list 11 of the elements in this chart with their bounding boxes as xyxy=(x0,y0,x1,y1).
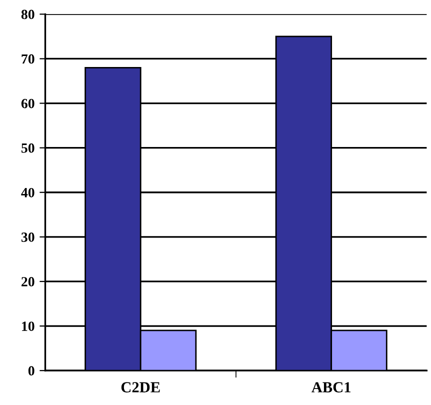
y-tick-label: 0 xyxy=(28,366,34,376)
y-tick-label: 80 xyxy=(21,10,34,20)
x-tick-label: ABC1 xyxy=(312,382,350,392)
y-tick-label: 50 xyxy=(22,143,34,153)
y-tick-label: 70 xyxy=(22,54,34,64)
y-tick-label: 20 xyxy=(22,277,34,286)
y-tick-label: 40 xyxy=(21,188,34,198)
y-tick-label: 30 xyxy=(21,232,34,242)
y-tick-label: 60 xyxy=(21,98,34,108)
x-tick-label: C2DE xyxy=(121,382,160,392)
y-tick-label: 10 xyxy=(22,322,34,331)
